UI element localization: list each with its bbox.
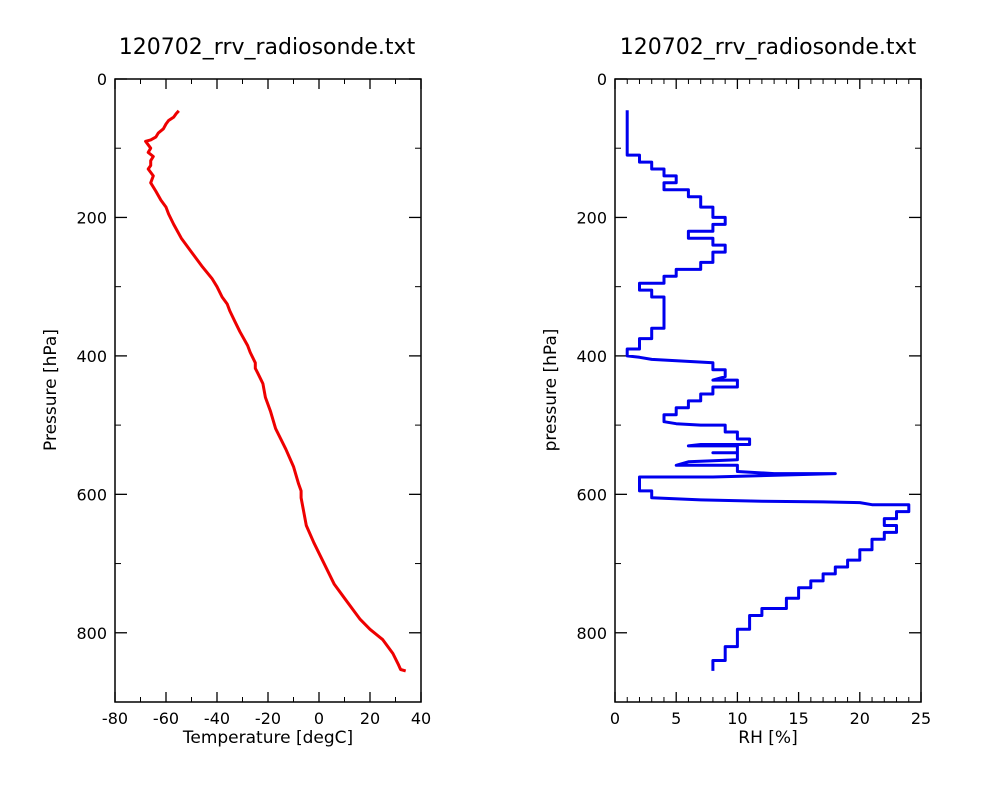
chart-title: 120702_rrv_radiosonde.txt — [119, 35, 416, 60]
x-axis-ticks: -80 -60 -40 -20 0 20 40 — [102, 79, 431, 728]
x-tick-label: 0 — [610, 709, 620, 728]
relative-humidity-profile-chart: 120702_rrv_radiosonde.txt 0 5 10 15 20 25 0 20… — [541, 35, 931, 748]
y-axis-ticks: 0 200 400 600 800 — [576, 70, 921, 703]
temperature-series-line — [144, 109, 407, 673]
chart-title: 120702_rrv_radiosonde.txt — [620, 35, 917, 60]
x-tick-label: 5 — [671, 709, 681, 728]
x-tick-label: 20 — [850, 709, 870, 728]
plot-frame — [614, 78, 922, 703]
x-axis-ticks: 0 5 10 15 20 25 — [610, 79, 931, 728]
x-tick-label: -20 — [255, 709, 281, 728]
x-axis-label: Temperature [degC] — [182, 728, 353, 748]
x-tick-label: -80 — [102, 709, 128, 728]
y-tick-label: 0 — [97, 70, 107, 89]
x-tick-label: 0 — [314, 709, 324, 728]
x-axis-label: RH [%] — [738, 728, 797, 748]
y-tick-label: 200 — [576, 208, 607, 227]
temperature-profile-chart: 120702_rrv_radiosonde.txt -80 -60 -40 -20 0 2… — [41, 35, 431, 748]
y-tick-label: 600 — [76, 485, 107, 504]
y-tick-label: 200 — [76, 208, 107, 227]
x-tick-label: 15 — [788, 709, 808, 728]
x-tick-label: 20 — [360, 709, 380, 728]
y-axis-ticks: 0 200 400 600 800 — [76, 70, 421, 703]
y-tick-label: 0 — [597, 70, 607, 89]
y-tick-label: 400 — [576, 347, 607, 366]
y-tick-label: 800 — [576, 624, 607, 643]
rh-series-line — [625, 110, 911, 671]
x-tick-label: -40 — [204, 709, 230, 728]
x-tick-label: -60 — [153, 709, 179, 728]
x-tick-label: 40 — [411, 709, 431, 728]
y-axis-label: Pressure [hPa] — [41, 329, 61, 451]
y-tick-label: 400 — [76, 347, 107, 366]
plot-frame — [114, 78, 422, 703]
x-tick-label: 10 — [727, 709, 747, 728]
x-tick-label: 25 — [911, 709, 931, 728]
y-axis-label: pressure [hPa] — [541, 329, 561, 452]
y-tick-label: 800 — [76, 624, 107, 643]
y-tick-label: 600 — [576, 485, 607, 504]
